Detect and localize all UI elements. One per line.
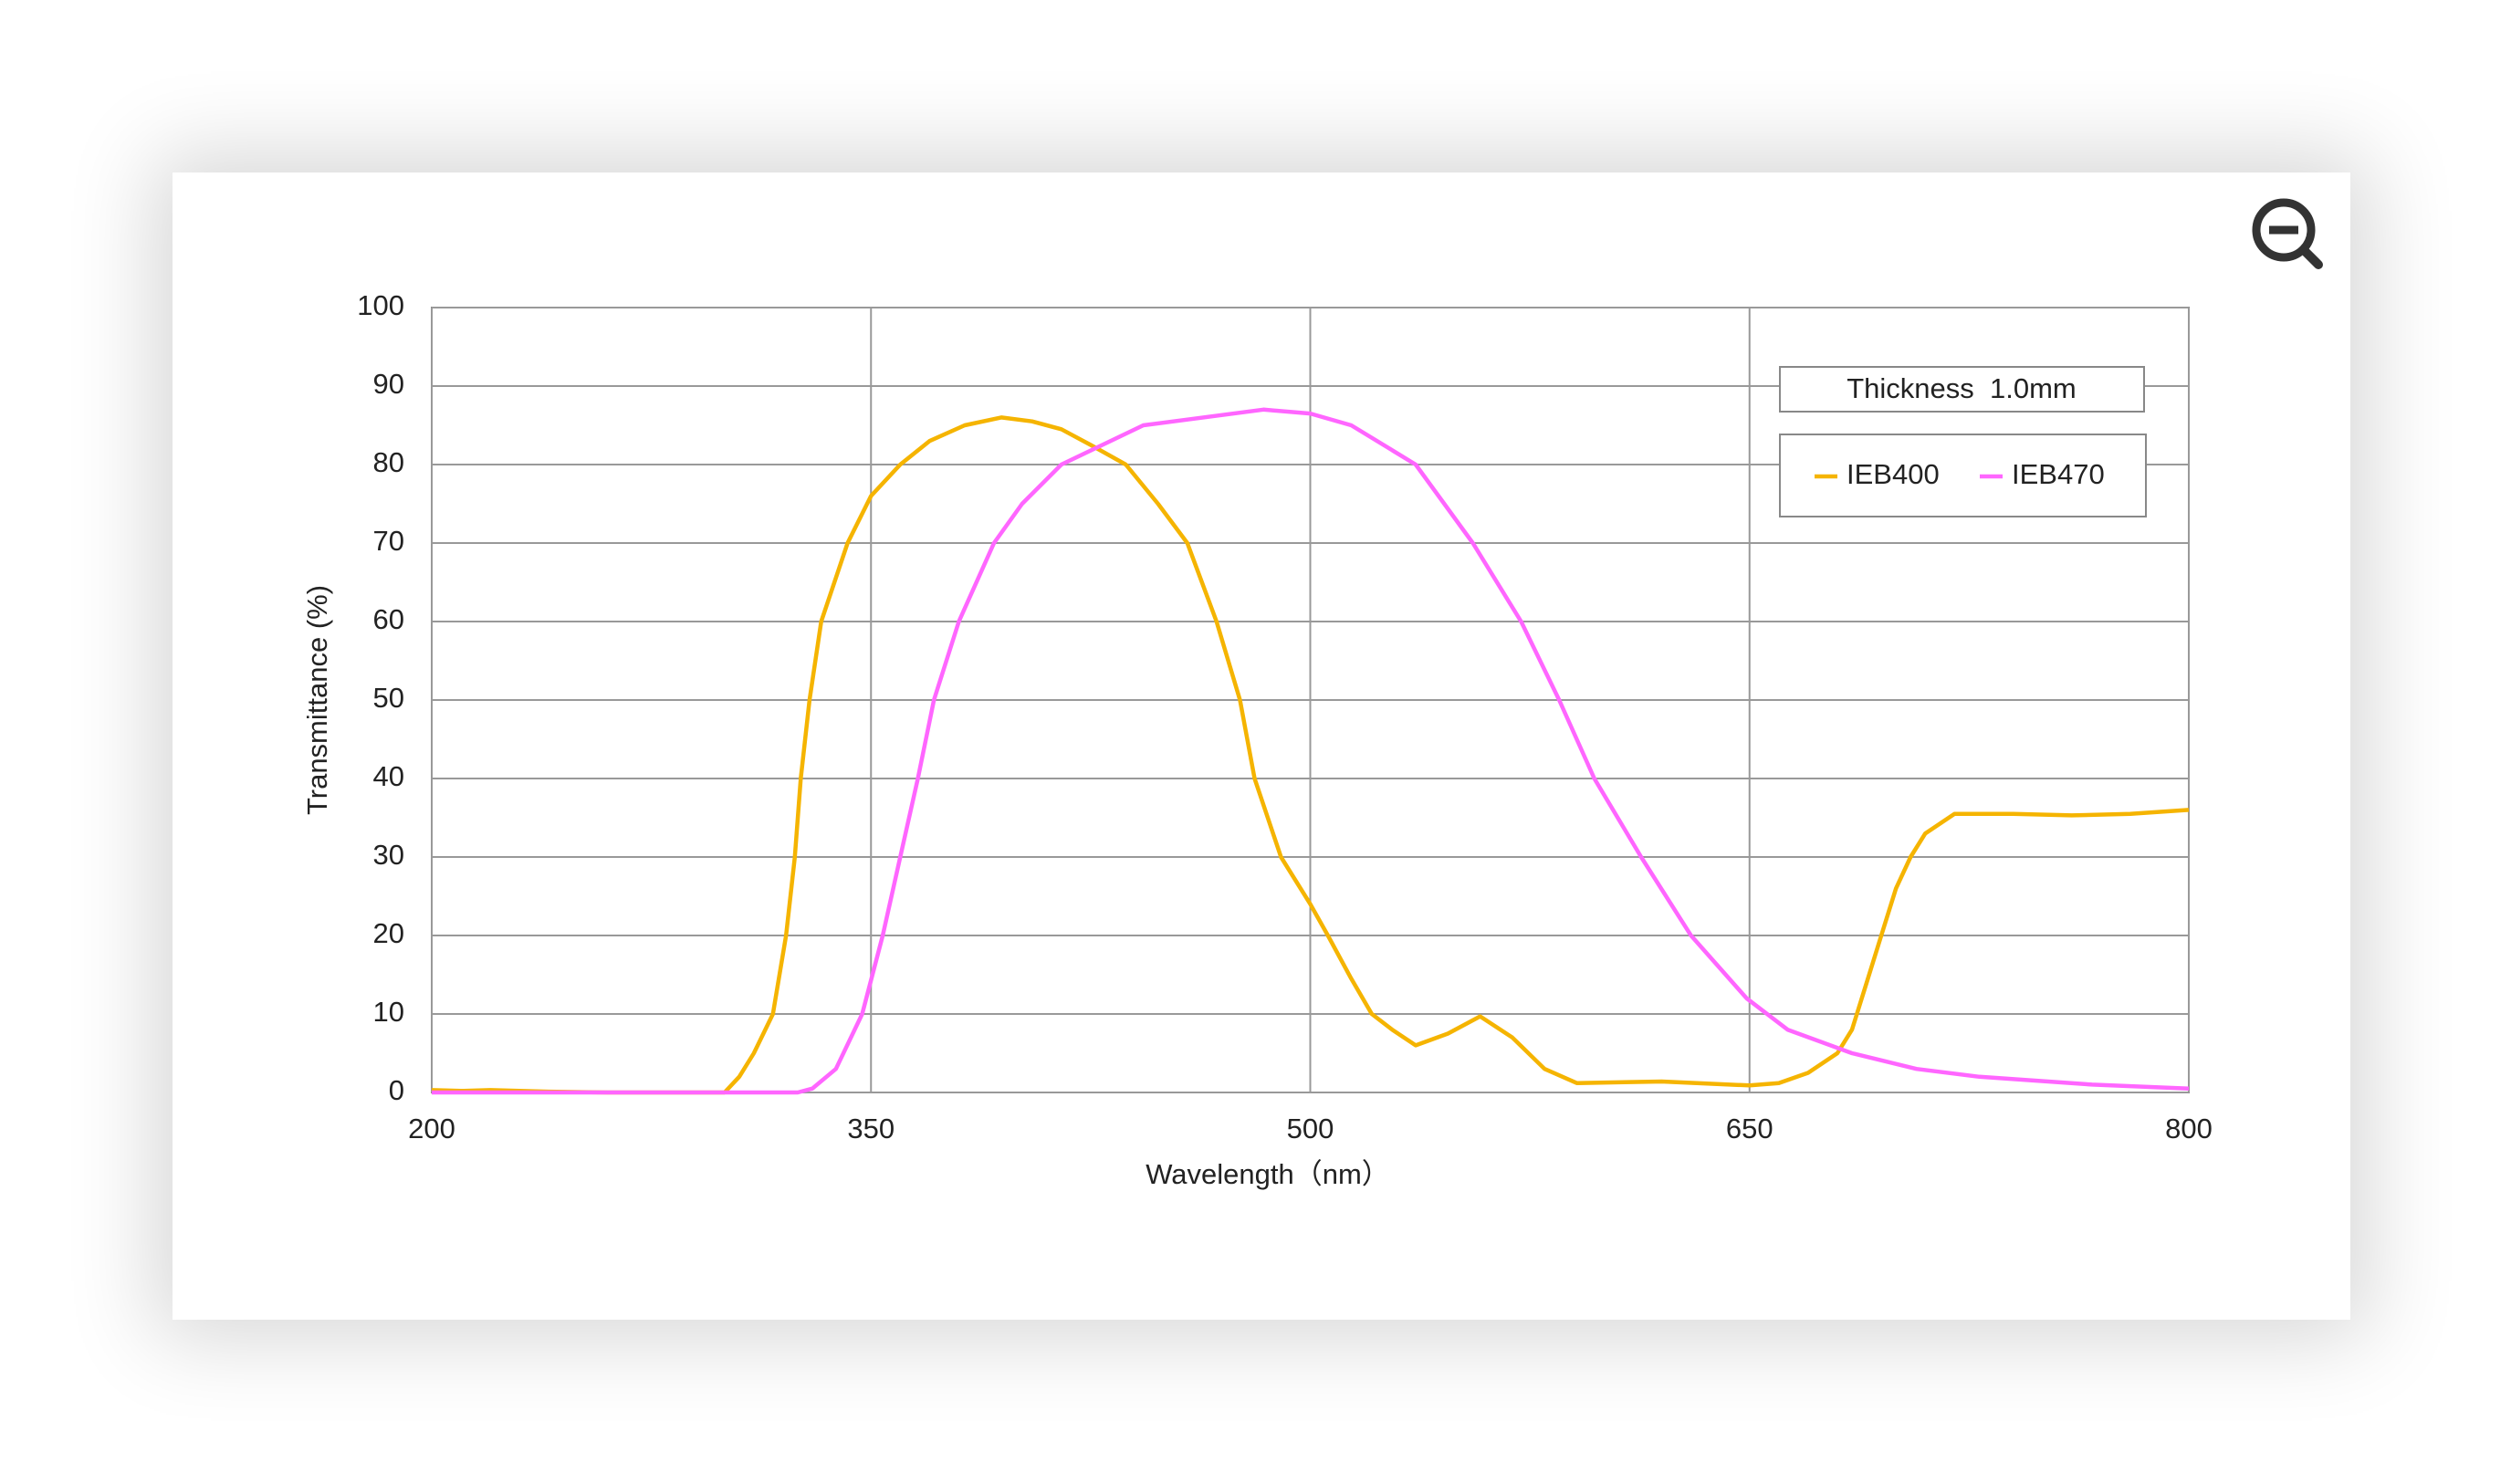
y-tick-label: 90 <box>373 368 404 400</box>
y-tick-label: 50 <box>373 682 404 714</box>
y-tick-label: 20 <box>373 917 404 949</box>
x-tick-label: 650 <box>1726 1113 1773 1144</box>
legend-box <box>1779 434 2147 517</box>
x-tick-label: 800 <box>2165 1113 2213 1144</box>
x-tick-label: 200 <box>408 1113 455 1144</box>
legend-label: IEB400 <box>1847 458 1940 490</box>
y-tick-label: 60 <box>373 603 404 635</box>
annotation: Thickness 1.0mm <box>1847 372 2077 404</box>
series-line <box>432 407 2190 1095</box>
x-tick-label: 500 <box>1287 1113 1334 1144</box>
y-tick-label: 100 <box>357 289 404 321</box>
x-axis-label: Wavelength（nm） <box>1146 1158 1390 1190</box>
y-axis-label: Transmittance (%) <box>301 585 333 815</box>
y-tick-label: 40 <box>373 760 404 792</box>
legend-label: IEB470 <box>2012 458 2105 490</box>
y-tick-label: 10 <box>373 996 404 1028</box>
zoom-out-icon[interactable] <box>2252 198 2323 269</box>
y-tick-label: 30 <box>373 839 404 871</box>
y-tick-label: 70 <box>373 525 404 557</box>
series-line <box>431 415 2190 1095</box>
annotation-box <box>1779 366 2145 413</box>
x-tick-label: 350 <box>847 1113 895 1144</box>
y-tick-label: 0 <box>389 1074 404 1106</box>
y-tick-label: 80 <box>373 446 404 478</box>
